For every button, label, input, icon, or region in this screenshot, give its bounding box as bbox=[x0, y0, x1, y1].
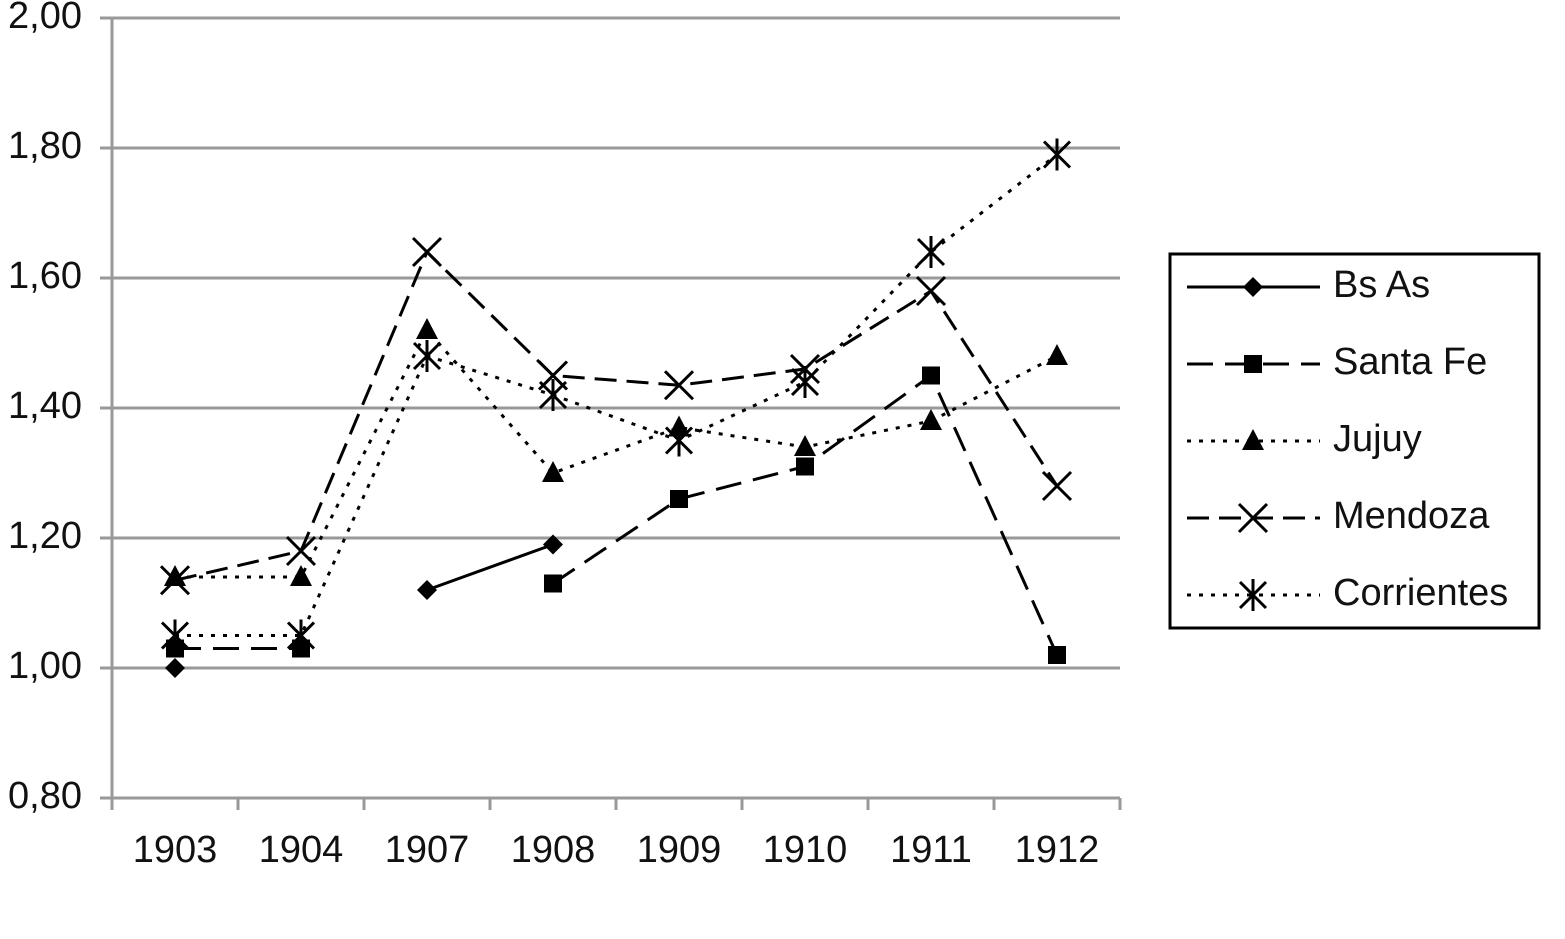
legend-label: Corrientes bbox=[1333, 572, 1508, 614]
marker bbox=[670, 490, 688, 508]
legend-box bbox=[1168, 252, 1541, 630]
y-tick-label: 1,00 bbox=[8, 645, 82, 687]
x-tick-label: 1907 bbox=[385, 829, 470, 871]
legend-label: Jujuy bbox=[1333, 418, 1422, 460]
legend-marker bbox=[1238, 579, 1268, 611]
marker bbox=[920, 409, 942, 430]
y-tick-label: 1,40 bbox=[8, 385, 82, 427]
marker bbox=[543, 534, 563, 555]
x-tick-label: 1912 bbox=[1015, 829, 1100, 871]
marker bbox=[159, 565, 191, 596]
marker bbox=[290, 565, 312, 586]
marker bbox=[416, 318, 438, 339]
marker bbox=[1042, 138, 1072, 171]
marker bbox=[664, 424, 694, 457]
marker bbox=[790, 366, 820, 398]
marker bbox=[286, 619, 316, 652]
marker bbox=[1046, 344, 1068, 365]
y-tick-label: 1,20 bbox=[8, 515, 82, 557]
marker bbox=[544, 574, 562, 593]
marker bbox=[916, 236, 946, 268]
legend-marker bbox=[1237, 502, 1269, 534]
y-tick-label: 1,60 bbox=[8, 255, 82, 297]
x-tick-label: 1910 bbox=[763, 829, 848, 871]
legend-marker bbox=[1243, 277, 1263, 297]
marker bbox=[165, 658, 185, 678]
marker bbox=[542, 461, 564, 482]
y-tick-label: 1,80 bbox=[8, 125, 82, 167]
marker bbox=[160, 619, 190, 652]
marker bbox=[164, 565, 186, 586]
marker bbox=[411, 236, 443, 268]
y-tick-label: 2,00 bbox=[8, 0, 82, 37]
legend-marker bbox=[1244, 355, 1262, 373]
series-line bbox=[175, 153, 1058, 637]
marker bbox=[796, 457, 814, 476]
series-line bbox=[175, 327, 1058, 579]
marker bbox=[794, 435, 816, 456]
series-line bbox=[175, 373, 1059, 656]
x-tick-label: 1911 bbox=[890, 829, 972, 871]
series-line bbox=[174, 249, 1059, 582]
marker bbox=[1048, 646, 1066, 664]
x-tick-label: 1904 bbox=[259, 829, 344, 871]
x-tick-label: 1909 bbox=[637, 829, 722, 871]
series-line bbox=[426, 543, 554, 592]
legend-marker bbox=[1242, 429, 1264, 450]
marker bbox=[915, 275, 947, 307]
marker bbox=[922, 366, 940, 385]
legend-label: Bs As bbox=[1333, 264, 1430, 306]
marker bbox=[1041, 470, 1073, 502]
legend-label: Santa Fe bbox=[1333, 341, 1487, 383]
legend-label: Mendoza bbox=[1333, 495, 1490, 537]
marker bbox=[412, 340, 442, 372]
x-tick-label: 1903 bbox=[133, 829, 218, 871]
marker bbox=[538, 379, 568, 411]
marker bbox=[417, 580, 437, 600]
marker bbox=[285, 535, 317, 567]
y-tick-label: 0,80 bbox=[8, 775, 82, 817]
x-tick-label: 1908 bbox=[511, 829, 596, 871]
marker bbox=[663, 370, 695, 401]
